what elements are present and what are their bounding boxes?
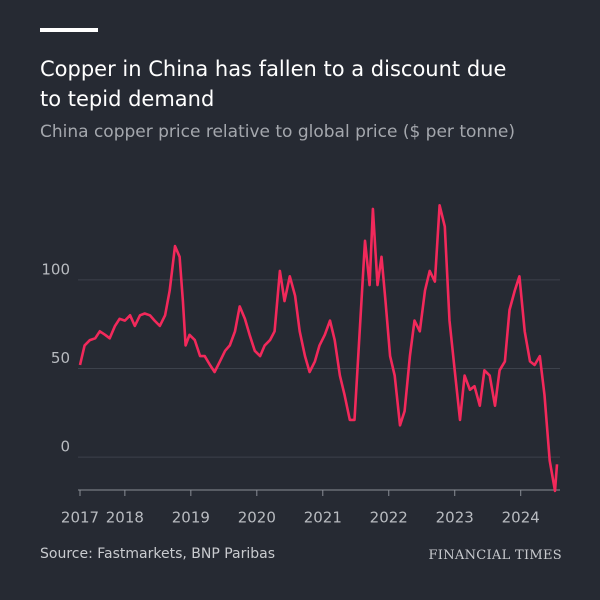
header-rule — [40, 28, 98, 32]
x-tick-label: 2021 — [304, 509, 342, 527]
x-tick-label: 2023 — [436, 509, 474, 527]
x-tick-label: 2019 — [172, 509, 210, 527]
x-tick-label: 2022 — [370, 509, 408, 527]
x-tick-label: 2020 — [238, 509, 276, 527]
y-tick-label: 50 — [51, 349, 70, 367]
chart-subtitle: China copper price relative to global pr… — [40, 122, 516, 142]
brand: FINANCIAL TIMES — [428, 548, 562, 563]
chart-title: Copper in China has fallen to a discount… — [40, 57, 507, 111]
source-note: Source: Fastmarkets, BNP Paribas — [40, 546, 276, 562]
data-line — [78, 204, 559, 493]
x-tick-label: 2018 — [106, 509, 144, 527]
y-tick-label: 100 — [41, 260, 70, 278]
x-tick-label: 2017 — [61, 509, 99, 527]
x-tick-label: 2024 — [502, 509, 540, 527]
y-tick-label: 0 — [60, 438, 70, 456]
